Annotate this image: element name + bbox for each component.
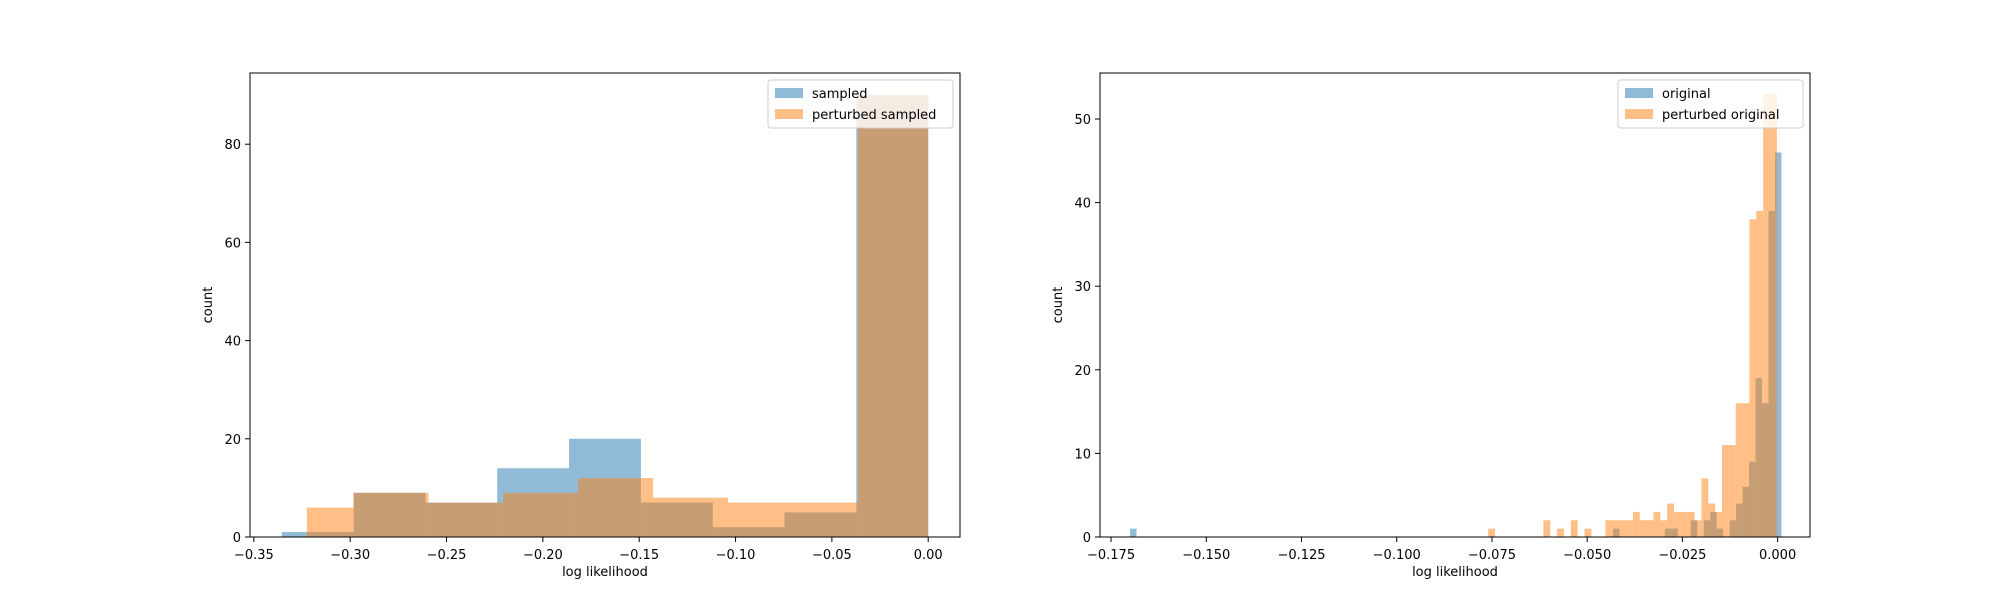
hist-bar-perturbed-original-2 xyxy=(1557,528,1564,537)
y-axis-label: count xyxy=(1051,287,1066,324)
legend-box xyxy=(1617,79,1804,129)
hist-bar-perturbed-sampled-8 xyxy=(857,95,929,537)
x-tick-label: −0.175 xyxy=(1087,548,1135,563)
hist-bar-perturbed-original-21 xyxy=(1715,511,1723,537)
hist-bar-perturbed-sampled-3 xyxy=(503,492,579,537)
hist-bar-perturbed-original-23 xyxy=(1728,445,1736,537)
hist-bar-perturbed-original-4 xyxy=(1584,528,1592,537)
y-tick-label: 0 xyxy=(1083,531,1091,546)
x-axis-label: log likelihood xyxy=(1412,565,1498,580)
y-tick-label: 80 xyxy=(224,138,241,153)
x-tick-label: −0.20 xyxy=(523,548,563,563)
legend-swatch xyxy=(775,88,803,98)
x-tick-label: −0.050 xyxy=(1563,548,1611,563)
hist-bar-perturbed-sampled-7 xyxy=(802,502,858,537)
hist-bar-perturbed-original-6 xyxy=(1612,520,1620,537)
hist-bar-perturbed-original-24 xyxy=(1735,403,1743,537)
y-tick-label: 20 xyxy=(224,433,241,448)
x-tick-label: −0.100 xyxy=(1373,548,1421,563)
hist-bar-perturbed-original-26 xyxy=(1749,219,1757,537)
hist-bar-perturbed-original-16 xyxy=(1680,511,1688,537)
x-tick-label: −0.30 xyxy=(330,548,370,563)
y-tick-label: 30 xyxy=(1074,280,1091,295)
legend-label: sampled xyxy=(812,87,868,102)
left-histogram-panel: −0.35 −0.30 −0.25 −0.20 −0.15 −0.10 −0.05 0.00 0… xyxy=(201,72,961,580)
hist-bar-perturbed-original-22 xyxy=(1722,445,1729,537)
hist-bar-perturbed-original-9 xyxy=(1632,511,1640,537)
hist-bar-perturbed-sampled-6 xyxy=(728,502,803,537)
y-tick-label: 60 xyxy=(224,236,241,251)
hist-bar-perturbed-original-11 xyxy=(1646,520,1654,537)
legend-label: perturbed sampled xyxy=(812,108,936,123)
y-tick-label: 40 xyxy=(224,335,241,350)
hist-bar-perturbed-original-3 xyxy=(1570,520,1578,537)
hist-bar-perturbed-original-8 xyxy=(1626,520,1633,537)
axes-frame xyxy=(249,72,961,538)
y-tick-label: 20 xyxy=(1074,364,1091,379)
x-tick-label: −0.075 xyxy=(1468,548,1516,563)
y-tick-label: 50 xyxy=(1074,113,1091,128)
hist-bar-perturbed-original-14 xyxy=(1667,503,1675,537)
legend-box xyxy=(767,79,954,129)
hist-bar-original-15 xyxy=(1774,152,1782,538)
hist-bar-perturbed-original-12 xyxy=(1653,511,1661,537)
x-tick-label: −0.150 xyxy=(1182,548,1230,563)
axes-frame xyxy=(1099,72,1811,538)
hist-bar-perturbed-original-17 xyxy=(1687,511,1695,537)
hist-bar-perturbed-original-5 xyxy=(1605,520,1613,537)
x-axis-label: log likelihood xyxy=(562,565,648,580)
y-tick-label: 40 xyxy=(1074,197,1091,212)
hist-bar-perturbed-original-20 xyxy=(1708,503,1716,537)
legend-label: perturbed original xyxy=(1662,108,1780,123)
x-tick-label: −0.05 xyxy=(812,548,852,563)
x-tick-label: 0.000 xyxy=(1759,548,1796,563)
hist-bar-perturbed-original-18 xyxy=(1694,520,1702,537)
hist-bar-perturbed-original-29 xyxy=(1770,93,1777,537)
y-tick-label: 10 xyxy=(1074,447,1091,462)
legend-label: original xyxy=(1662,87,1711,102)
hist-bar-perturbed-original-25 xyxy=(1742,403,1750,537)
hist-bar-original-0 xyxy=(1130,528,1137,537)
hist-bar-perturbed-original-1 xyxy=(1543,520,1551,537)
x-tick-label: −0.35 xyxy=(234,548,274,563)
hist-bar-perturbed-original-13 xyxy=(1660,520,1668,537)
hist-bar-perturbed-sampled-4 xyxy=(578,478,654,537)
legend-swatch xyxy=(1625,88,1653,98)
right-histogram-panel: −0.175 −0.150 −0.125 −0.100 −0.075 −0.050 −0.0… xyxy=(1051,72,1811,580)
x-tick-label: −0.125 xyxy=(1277,548,1325,563)
hist-bar-perturbed-sampled-2 xyxy=(428,502,504,537)
hist-bar-perturbed-original-27 xyxy=(1756,210,1764,537)
hist-bar-perturbed-sampled-1 xyxy=(353,492,429,537)
hist-bar-perturbed-sampled-5 xyxy=(653,497,729,537)
hist-bar-perturbed-original-28 xyxy=(1763,93,1771,537)
hist-bar-perturbed-original-7 xyxy=(1619,520,1627,537)
hist-bar-perturbed-sampled-0 xyxy=(306,507,354,537)
x-tick-label: −0.10 xyxy=(716,548,756,563)
hist-bar-perturbed-original-19 xyxy=(1701,478,1709,537)
legend-swatch xyxy=(775,109,803,119)
x-tick-label: −0.15 xyxy=(619,548,659,563)
x-tick-label: −0.25 xyxy=(427,548,467,563)
y-tick-label: 0 xyxy=(233,531,241,546)
x-tick-label: 0.00 xyxy=(914,548,943,563)
hist-bar-perturbed-original-0 xyxy=(1488,528,1495,537)
y-axis-label: count xyxy=(201,287,216,324)
hist-bar-perturbed-original-10 xyxy=(1639,520,1647,537)
hist-bar-perturbed-original-15 xyxy=(1674,511,1681,537)
legend-swatch xyxy=(1625,109,1653,119)
x-tick-label: −0.025 xyxy=(1658,548,1706,563)
